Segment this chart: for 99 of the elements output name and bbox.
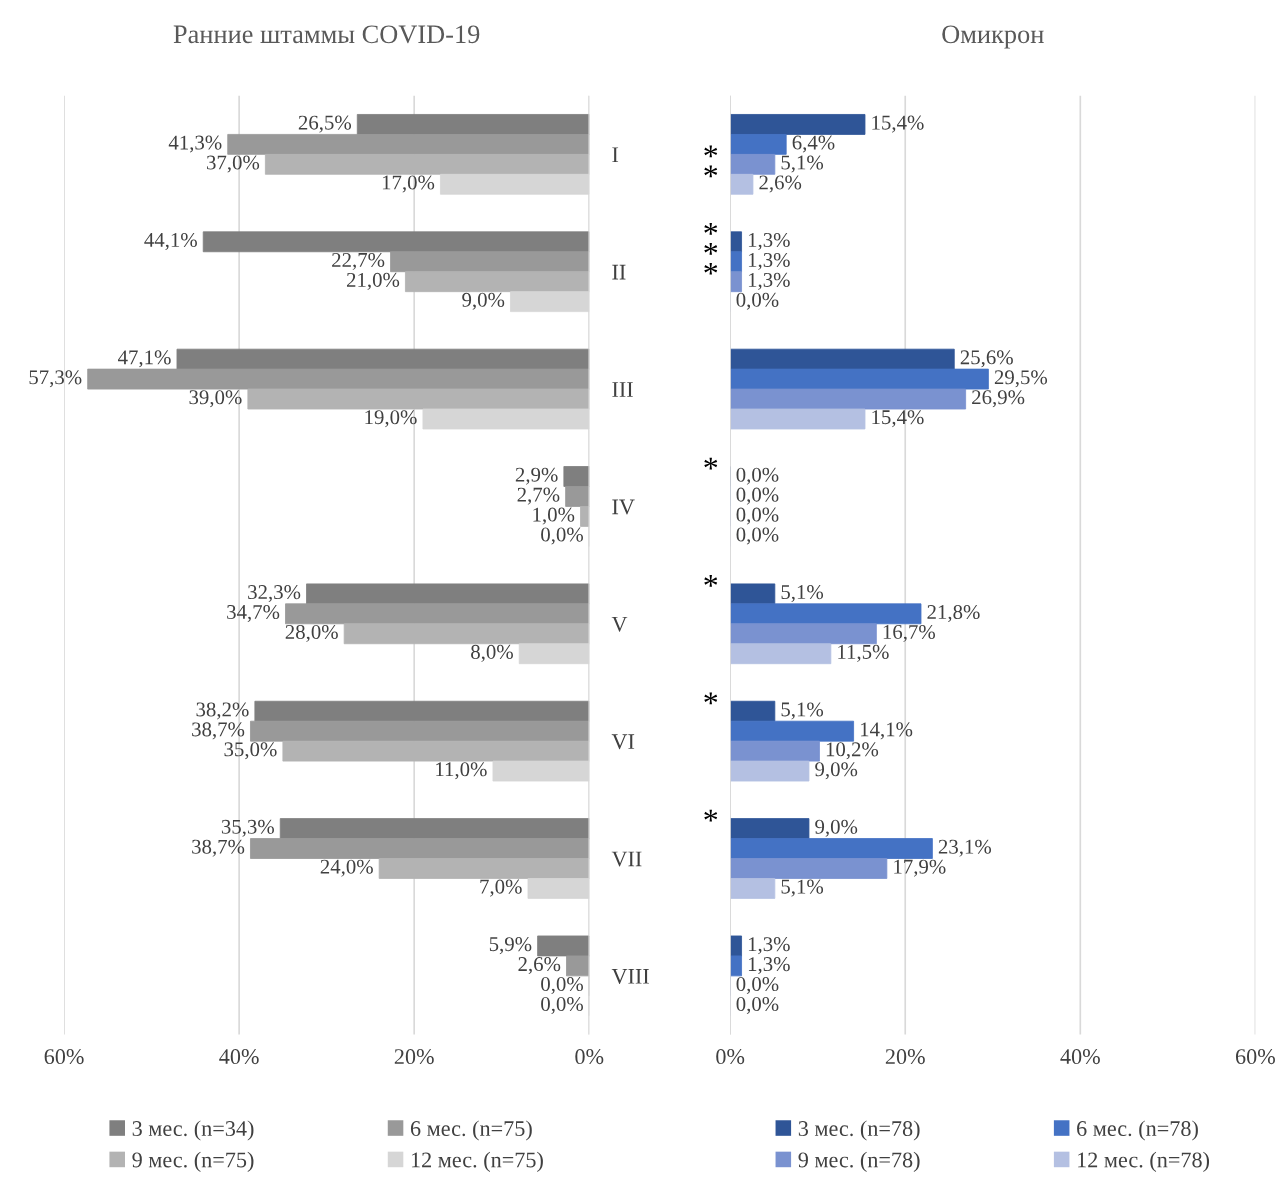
- data-label: 9,0%: [462, 292, 505, 310]
- legend-label: 12 мес. (n=78): [1078, 1151, 1210, 1172]
- data-label: 28,0%: [285, 624, 338, 642]
- data-label: 25,6%: [960, 350, 1013, 368]
- data-label: 0,0%: [736, 467, 779, 485]
- data-label: 1,3%: [748, 957, 790, 975]
- text: *: [704, 145, 718, 158]
- x-tick-label: 20%: [394, 1049, 434, 1065]
- text: *: [704, 165, 718, 178]
- data-label: 5,1%: [781, 585, 824, 603]
- data-label: 5,9%: [489, 937, 532, 955]
- text: *: [704, 223, 718, 235]
- data-label: 38,2%: [196, 702, 249, 720]
- text: *: [704, 692, 718, 705]
- data-label: 21,0%: [346, 272, 400, 290]
- data-label: 2,9%: [515, 467, 558, 485]
- data-label: 5,1%: [781, 702, 824, 720]
- data-label: 29,5%: [994, 370, 1048, 388]
- legend-label: 12 мес. (n=75): [411, 1151, 543, 1172]
- text: *: [704, 575, 718, 587]
- x-tick-label: 0%: [575, 1049, 604, 1065]
- data-label: 38,7%: [192, 839, 245, 857]
- data-label: 0,0%: [736, 976, 779, 995]
- data-label: 1,0%: [533, 507, 575, 525]
- data-label: 0,0%: [541, 976, 583, 995]
- data-label: 47,1%: [118, 350, 171, 368]
- data-label: 35,0%: [224, 742, 277, 760]
- x-tick-label: 60%: [1235, 1049, 1275, 1065]
- data-label: 10,2%: [826, 742, 879, 760]
- legend-label: 3 мес. (n=78): [798, 1120, 920, 1141]
- data-label: 2,6%: [518, 957, 561, 975]
- data-label: 8,0%: [471, 644, 513, 662]
- data-label: 24,0%: [320, 859, 373, 877]
- legend-label: 6 мес. (n=78): [1077, 1120, 1198, 1141]
- data-label: 0,0%: [736, 996, 779, 1014]
- x-tick-label: 40%: [219, 1049, 259, 1065]
- data-label: 0,0%: [736, 487, 779, 505]
- data-label: 7,0%: [480, 879, 522, 897]
- data-label: 1,3%: [748, 937, 790, 955]
- data-label: 1,3%: [748, 232, 790, 250]
- data-label: 0,0%: [541, 527, 583, 545]
- data-label: 11,5%: [838, 644, 889, 662]
- text: *: [704, 262, 718, 275]
- data-label: 44,1%: [144, 232, 197, 250]
- data-label: 6,4%: [792, 135, 835, 153]
- data-label: 39,0%: [189, 390, 242, 408]
- data-label: 11,0%: [436, 762, 487, 780]
- y-tick-label: VI: [611, 734, 635, 750]
- x-tick-label: 0%: [716, 1049, 745, 1065]
- data-label: 9,0%: [815, 819, 858, 837]
- legend-label: 3 мес. (n=34): [132, 1120, 254, 1141]
- data-label: 38,7%: [192, 722, 245, 740]
- data-label: 1,3%: [748, 272, 790, 290]
- data-label: 15,4%: [872, 115, 924, 133]
- y-tick-label: I: [612, 147, 619, 163]
- data-label: 17,9%: [894, 859, 946, 877]
- data-label: 0,0%: [736, 292, 779, 310]
- legend-label: 9 мес. (n=75): [132, 1151, 254, 1172]
- data-label: 37,0%: [207, 155, 260, 173]
- data-label: 1,3%: [748, 252, 790, 270]
- y-tick-label: IV: [612, 499, 635, 515]
- data-label: 9,0%: [815, 762, 858, 780]
- data-label: 57,3%: [29, 370, 82, 388]
- text: *: [704, 242, 718, 255]
- data-label: 5,1%: [781, 879, 824, 897]
- data-label: 34,7%: [227, 604, 280, 623]
- data-label: 15,4%: [872, 410, 924, 428]
- data-label: 19,0%: [365, 410, 417, 428]
- data-label: 26,9%: [972, 390, 1025, 408]
- data-label: 5,1%: [781, 155, 824, 173]
- data-label: 0,0%: [736, 527, 779, 545]
- chart-title: Омикрон: [942, 25, 1044, 49]
- legend-label: 6 мес. (n=75): [410, 1120, 532, 1141]
- data-label: 14,1%: [860, 722, 913, 740]
- y-tick-label: III: [612, 382, 633, 397]
- x-tick-label: 20%: [885, 1049, 925, 1065]
- data-label: 22,7%: [332, 252, 385, 270]
- data-label: 2,7%: [517, 487, 560, 505]
- data-label: 0,0%: [541, 996, 583, 1014]
- data-label: 0,0%: [736, 507, 779, 525]
- data-label: 35,3%: [221, 819, 274, 837]
- data-label: 16,7%: [883, 624, 936, 642]
- data-label: 23,1%: [938, 839, 992, 857]
- data-label: 17,0%: [382, 175, 435, 193]
- data-label: 21,8%: [927, 604, 980, 623]
- data-label: 32,3%: [248, 585, 301, 603]
- x-tick-label: 40%: [1060, 1049, 1100, 1065]
- y-tick-label: VII: [611, 851, 642, 867]
- text: *: [704, 457, 718, 470]
- y-tick-label: II: [612, 264, 626, 280]
- data-label: 2,6%: [759, 175, 802, 193]
- chart-title: Ранние штаммы COVID-19: [173, 25, 480, 44]
- data-label: 26,5%: [298, 115, 352, 133]
- y-tick-label: V: [611, 616, 628, 632]
- y-tick-label: VIII: [611, 969, 649, 984]
- legend-label: 9 мес. (n=78): [798, 1151, 920, 1172]
- data-label: 41,3%: [168, 135, 222, 153]
- text: *: [704, 809, 718, 822]
- x-tick-label: 60%: [44, 1049, 84, 1065]
